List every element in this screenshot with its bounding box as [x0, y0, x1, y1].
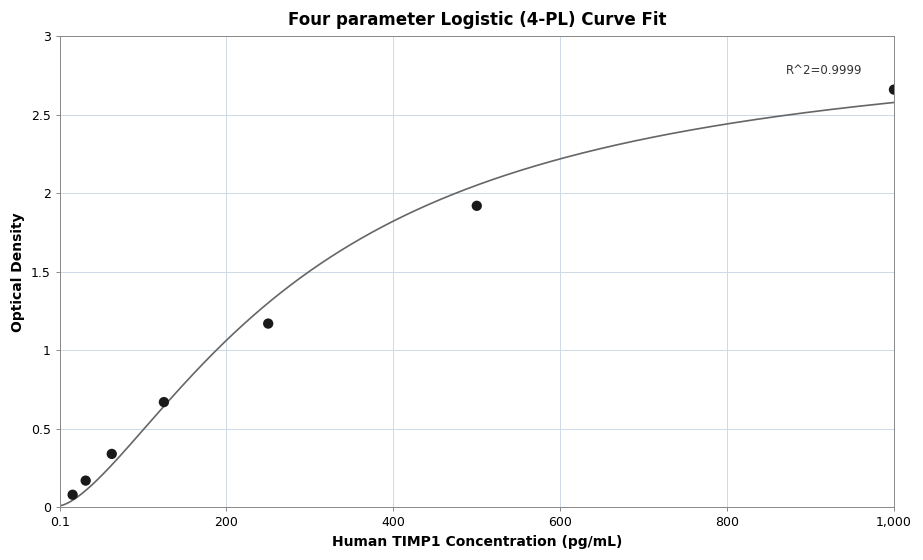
Point: [470, 202, 485, 211]
Point: [78, 476, 93, 485]
Point: [261, 319, 276, 328]
Point: [66, 490, 80, 499]
Y-axis label: Optical Density: Optical Density: [11, 212, 25, 332]
Point: [104, 450, 119, 459]
Title: Four parameter Logistic (4-PL) Curve Fit: Four parameter Logistic (4-PL) Curve Fit: [288, 11, 666, 29]
Point: [157, 398, 172, 407]
X-axis label: Human TIMP1 Concentration (pg/mL): Human TIMP1 Concentration (pg/mL): [331, 535, 622, 549]
Point: [887, 85, 902, 94]
Text: R^2=0.9999: R^2=0.9999: [785, 64, 862, 77]
